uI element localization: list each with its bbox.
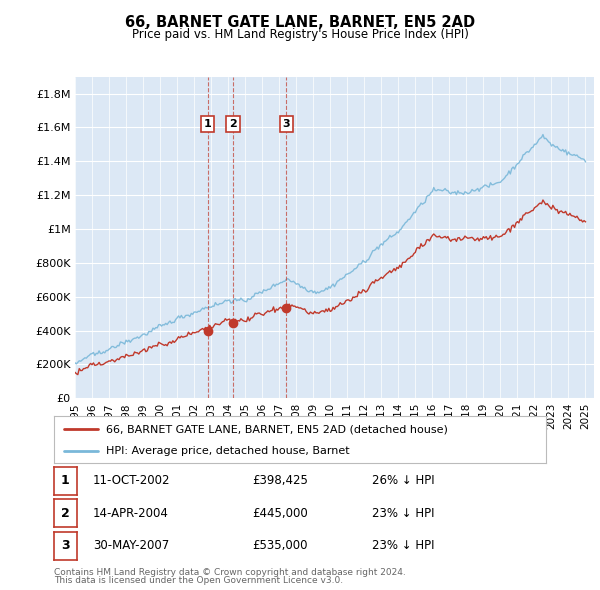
Text: 3: 3	[283, 119, 290, 129]
Text: 23% ↓ HPI: 23% ↓ HPI	[372, 539, 434, 552]
Text: 11-OCT-2002: 11-OCT-2002	[93, 474, 170, 487]
Text: 14-APR-2004: 14-APR-2004	[93, 507, 169, 520]
Text: Contains HM Land Registry data © Crown copyright and database right 2024.: Contains HM Land Registry data © Crown c…	[54, 568, 406, 577]
Text: This data is licensed under the Open Government Licence v3.0.: This data is licensed under the Open Gov…	[54, 576, 343, 585]
Text: £535,000: £535,000	[252, 539, 308, 552]
Text: 66, BARNET GATE LANE, BARNET, EN5 2AD (detached house): 66, BARNET GATE LANE, BARNET, EN5 2AD (d…	[106, 424, 448, 434]
Text: £445,000: £445,000	[252, 507, 308, 520]
Text: £398,425: £398,425	[252, 474, 308, 487]
Text: HPI: Average price, detached house, Barnet: HPI: Average price, detached house, Barn…	[106, 446, 349, 456]
Text: 1: 1	[61, 474, 70, 487]
Text: 3: 3	[61, 539, 70, 552]
Text: 23% ↓ HPI: 23% ↓ HPI	[372, 507, 434, 520]
Text: 66, BARNET GATE LANE, BARNET, EN5 2AD: 66, BARNET GATE LANE, BARNET, EN5 2AD	[125, 15, 475, 30]
Text: 26% ↓ HPI: 26% ↓ HPI	[372, 474, 434, 487]
Text: 1: 1	[203, 119, 211, 129]
Text: Price paid vs. HM Land Registry's House Price Index (HPI): Price paid vs. HM Land Registry's House …	[131, 28, 469, 41]
Text: 2: 2	[61, 507, 70, 520]
Text: 2: 2	[229, 119, 237, 129]
Text: 30-MAY-2007: 30-MAY-2007	[93, 539, 169, 552]
